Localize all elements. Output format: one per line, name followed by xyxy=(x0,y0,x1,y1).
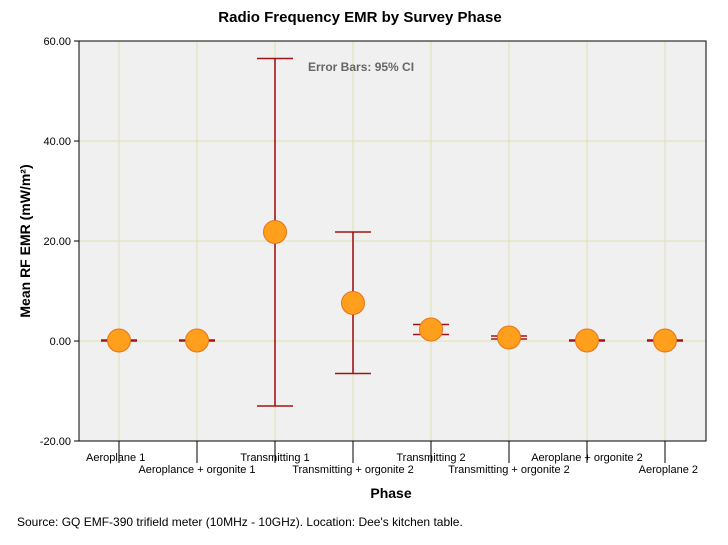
source-note: Source: GQ EMF-390 trifield meter (10MHz… xyxy=(17,515,463,529)
y-axis-title: Mean RF EMR (mW/m²) xyxy=(17,164,33,317)
mean-point xyxy=(185,328,209,353)
x-tick-label: Aeroplane 2 xyxy=(639,464,698,476)
y-tick-label: 20.00 xyxy=(43,236,71,248)
y-tick-label: 60.00 xyxy=(43,36,71,48)
x-tick-label: Aeroplane 1 xyxy=(86,452,145,464)
x-tick-label: Aeroplance + orgonite 1 xyxy=(138,464,255,476)
y-tick-label: -20.00 xyxy=(40,436,71,448)
chart-title: Radio Frequency EMR by Survey Phase xyxy=(218,9,501,26)
y-axis: 60.00 40.00 20.00 0.00 -20.00 xyxy=(40,36,79,448)
mean-point xyxy=(497,325,521,350)
mean-point xyxy=(575,328,599,353)
x-tick-label: Transmitting + orgonite 2 xyxy=(448,464,570,476)
y-tick-label: 0.00 xyxy=(50,336,71,348)
x-axis-title: Phase xyxy=(370,485,411,501)
y-tick-label: 40.00 xyxy=(43,136,71,148)
mean-point xyxy=(341,291,365,315)
x-tick-label: Aeroplane + orgonite 2 xyxy=(531,452,643,464)
error-bar-note: Error Bars: 95% CI xyxy=(308,60,414,74)
x-tick-label: Transmitting 2 xyxy=(396,452,465,464)
x-tick-label: Transmitting 1 xyxy=(240,452,309,464)
mean-point xyxy=(107,328,131,353)
data-points xyxy=(107,220,677,353)
mean-point xyxy=(263,220,287,244)
mean-point xyxy=(419,317,443,342)
x-tick-label: Transmitting + orgonite 2 xyxy=(292,464,414,476)
mean-point xyxy=(653,328,677,353)
